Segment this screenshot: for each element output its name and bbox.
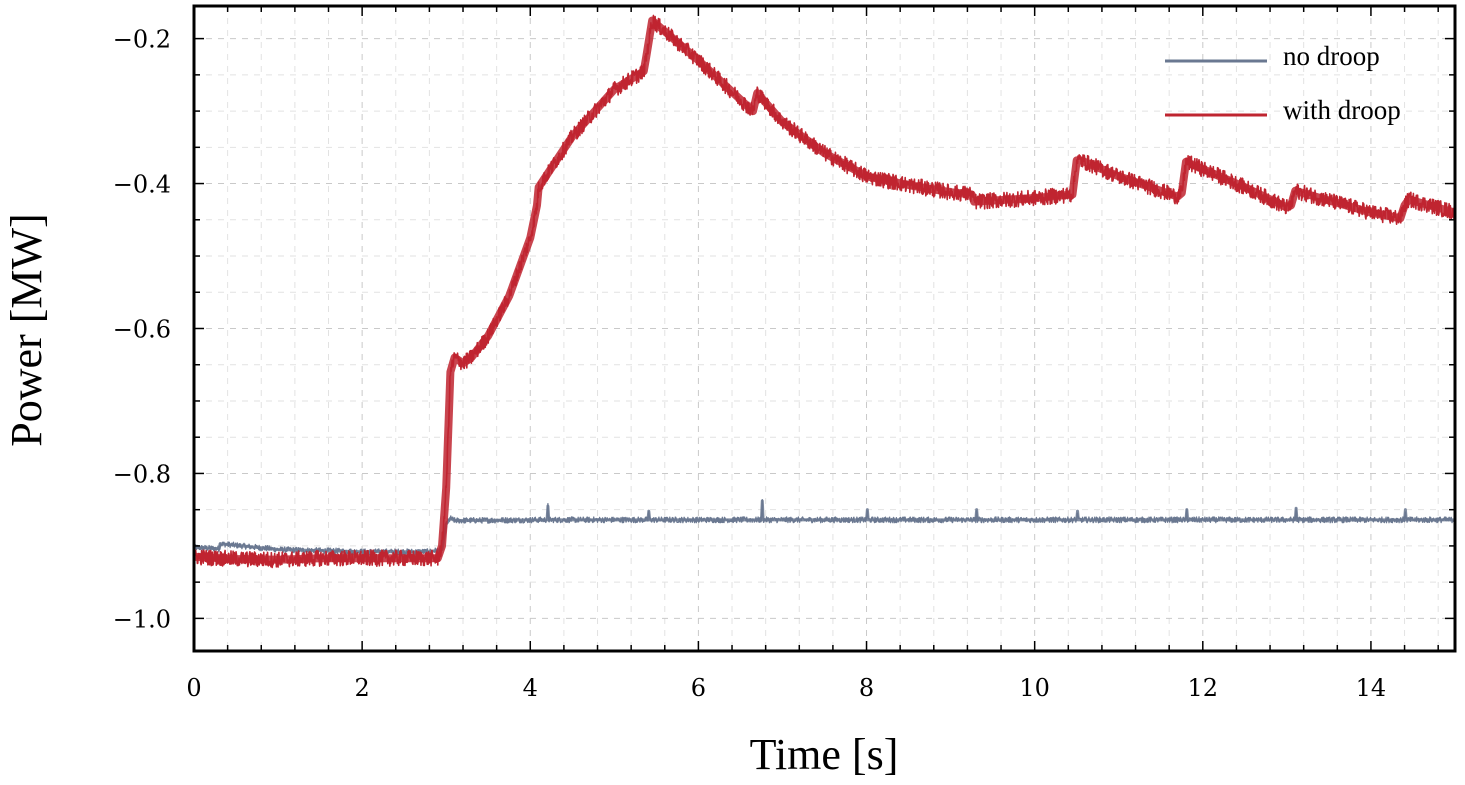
x-tick-label: 0 (186, 674, 201, 702)
x-tick-label: 4 (523, 674, 538, 702)
x-tick-label: 6 (691, 674, 706, 702)
x-tick-label: 10 (1019, 674, 1050, 702)
x-tick-label: 2 (354, 674, 369, 702)
y-tick-label: −0.2 (113, 26, 171, 54)
x-tick-label: 8 (859, 674, 874, 702)
x-tick-label: 14 (1356, 674, 1387, 702)
y-tick-label: −0.4 (113, 171, 171, 199)
y-tick-label: −1.0 (113, 605, 171, 633)
x-tick-label: 12 (1188, 674, 1219, 702)
series-layer (193, 14, 1457, 569)
series-band-with-droop (193, 16, 1457, 564)
legend-label-no-droop: no droop (1283, 41, 1380, 71)
y-axis-title: Power [MW] (2, 213, 51, 446)
ticks: 0 2 4 6 8 10 12 14 −1.0 −0.8 −0.6 −0.4 −0.2 (113, 6, 1455, 702)
legend: no droop with droop (1165, 41, 1401, 125)
y-tick-label: −0.8 (113, 460, 171, 488)
y-tick-label: −0.6 (113, 316, 171, 344)
legend-label-with-droop: with droop (1283, 95, 1401, 125)
x-axis-title: Time [s] (750, 730, 899, 779)
